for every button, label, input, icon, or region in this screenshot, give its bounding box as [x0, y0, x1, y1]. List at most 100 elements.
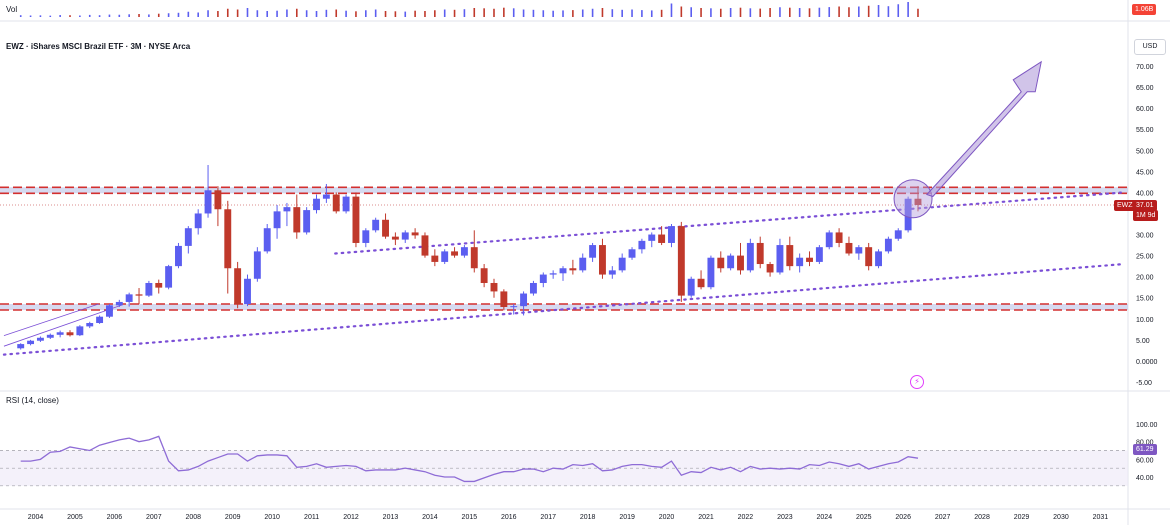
flash-icon[interactable]: ⚡ — [910, 375, 924, 389]
price-axis-tick: 0.0000 — [1136, 359, 1158, 366]
volume-bar — [473, 8, 476, 17]
time-axis-tick: 2025 — [856, 514, 872, 521]
time-axis-tick: 2023 — [777, 514, 793, 521]
volume-bar — [828, 7, 831, 17]
candle-body — [401, 232, 409, 240]
candle-body — [283, 207, 291, 212]
candle — [894, 228, 902, 241]
price-tag-symbol: EWZ — [1114, 200, 1136, 211]
candle — [904, 196, 912, 233]
candle — [283, 202, 291, 227]
volume-bar — [788, 7, 791, 17]
candle — [391, 232, 399, 246]
candle — [86, 321, 94, 329]
candle-body — [707, 257, 715, 288]
volume-bar — [621, 9, 623, 17]
volume-bar — [276, 10, 278, 17]
candle — [155, 279, 163, 294]
candle-body — [362, 230, 370, 243]
candle — [579, 253, 587, 273]
time-axis-tick: 2031 — [1093, 514, 1109, 521]
candle — [845, 236, 853, 256]
time-axis-tick: 2010 — [264, 514, 280, 521]
candle — [707, 255, 715, 290]
candle-body — [855, 247, 863, 254]
time-axis-tick: 2011 — [304, 514, 319, 521]
time-axis-tick: 2018 — [580, 514, 596, 521]
candle — [313, 194, 320, 214]
candle-body — [539, 274, 547, 283]
candle — [884, 236, 892, 254]
candle — [441, 249, 449, 265]
candle-body — [490, 282, 498, 292]
volume-bar — [394, 11, 397, 17]
currency-button[interactable]: USD — [1134, 39, 1166, 55]
time-axis-tick: 2004 — [28, 514, 44, 521]
candle-body — [628, 249, 636, 258]
volume-bar — [532, 9, 535, 17]
time-axis-tick: 2028 — [974, 514, 990, 521]
price-axis-tick: 40.00 — [1136, 190, 1154, 197]
time-axis-tick: 2019 — [619, 514, 635, 521]
time-axis-tick: 2030 — [1053, 514, 1069, 521]
candle-body — [894, 230, 902, 239]
candle — [766, 261, 774, 277]
volume-bar — [542, 10, 545, 17]
candle-body — [815, 247, 823, 262]
volume-bar — [19, 15, 22, 17]
candle — [352, 192, 360, 248]
candle-body — [313, 198, 320, 211]
candle — [66, 330, 74, 337]
candle — [105, 304, 113, 318]
rsi-axis-tick: 100.00 — [1136, 422, 1158, 429]
candle-body — [520, 293, 528, 307]
volume-bar — [522, 9, 525, 17]
volume-bar — [759, 8, 762, 17]
candle — [914, 186, 922, 212]
candle — [628, 247, 636, 260]
candle-body — [746, 242, 754, 271]
candle-body — [421, 235, 429, 256]
candle-body — [638, 240, 646, 250]
candle-body — [135, 294, 143, 296]
candle — [175, 242, 182, 269]
volume-bar — [187, 11, 190, 17]
candle-body — [342, 196, 350, 212]
candle — [796, 253, 804, 273]
volume-bar — [690, 7, 692, 17]
volume-bar — [217, 11, 219, 17]
volume-bar — [631, 9, 633, 17]
candle — [875, 249, 882, 269]
candle-body — [460, 247, 468, 256]
early-channel-line — [3, 303, 99, 337]
volume-bar — [483, 8, 485, 17]
candle-body — [717, 257, 725, 269]
candle-body — [569, 268, 577, 271]
time-axis-tick: 2008 — [185, 514, 201, 521]
price-axis-tick: 5.00 — [1136, 338, 1150, 345]
volume-bar — [79, 15, 81, 17]
candle-body — [175, 245, 182, 267]
projection-arrow — [925, 60, 1042, 198]
volume-bar — [769, 8, 771, 17]
volume-bar — [148, 14, 150, 17]
rsi-axis-tick: 80.00 — [1136, 440, 1154, 447]
volume-bar — [138, 14, 140, 17]
candle — [470, 230, 478, 273]
candle-body — [293, 207, 301, 233]
volume-bar — [434, 10, 436, 17]
candle — [569, 259, 577, 275]
candle-body — [36, 337, 44, 341]
candle — [835, 228, 843, 248]
candle-body — [914, 198, 922, 205]
time-axis-tick: 2007 — [146, 514, 162, 521]
candle-body — [234, 268, 242, 305]
candle-body — [608, 270, 616, 275]
candle-body — [875, 251, 882, 267]
time-axis-tick: 2009 — [225, 514, 241, 521]
price-tag-countdown: 1M 9d — [1133, 210, 1159, 221]
candle-body — [884, 238, 892, 252]
candle — [539, 272, 547, 288]
candle-body — [766, 264, 774, 273]
